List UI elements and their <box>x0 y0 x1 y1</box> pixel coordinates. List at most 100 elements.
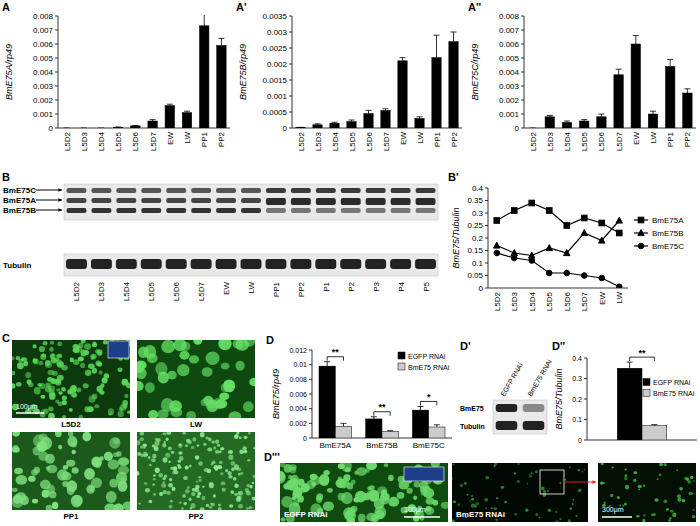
nucleus <box>219 461 223 464</box>
y-tick-label: 0.004 <box>499 68 520 77</box>
arrow-head <box>58 188 62 191</box>
band <box>366 198 386 205</box>
nucleus <box>682 499 686 503</box>
nucleus <box>355 491 366 503</box>
y-tick <box>485 238 488 239</box>
nucleus <box>181 507 184 510</box>
bar <box>665 66 674 128</box>
nucleus <box>457 503 460 506</box>
marker <box>616 284 622 288</box>
nucleus <box>197 491 201 495</box>
x-tick-label: L5D5 <box>114 131 123 151</box>
nucleus <box>211 503 215 507</box>
nucleus <box>336 479 346 488</box>
nucleus <box>453 501 456 504</box>
y-tick-label: 0.35 <box>467 196 483 205</box>
y-tick-label: 0.005 <box>499 54 520 63</box>
bar <box>148 121 157 128</box>
x-tick-label: PP2 <box>450 131 459 147</box>
image-label: BmE75 RNAi <box>456 510 505 519</box>
nucleus <box>168 461 171 463</box>
panel-letter: A <box>2 1 10 13</box>
legend-label: BmE75B <box>652 229 684 238</box>
nucleus <box>221 383 231 393</box>
y-tick-label: 0.003 <box>267 28 288 37</box>
nucleus <box>601 463 604 465</box>
nucleus <box>504 501 507 503</box>
nucleus <box>151 458 156 462</box>
nucleus <box>17 362 24 369</box>
error-bar <box>417 117 423 119</box>
y-tick <box>521 72 524 73</box>
nucleus <box>253 474 255 478</box>
band <box>91 198 111 203</box>
y-tick-label: 0.003 <box>33 82 54 91</box>
nucleus <box>287 481 299 491</box>
y-tick <box>521 86 524 87</box>
error-bar <box>451 32 457 42</box>
nucleus <box>384 463 389 467</box>
nucleus <box>62 395 67 400</box>
x-tick-label: L5D3 <box>510 291 519 311</box>
band <box>391 188 411 193</box>
nucleus <box>495 519 498 521</box>
nucleus <box>43 341 48 345</box>
y-tick <box>309 423 312 424</box>
band <box>341 208 361 213</box>
nucleus <box>548 509 551 512</box>
nucleus <box>471 495 473 497</box>
lane-label: P3 <box>372 281 381 291</box>
bar <box>449 42 458 128</box>
nucleus <box>584 469 586 471</box>
error-bar <box>650 111 656 114</box>
nucleus <box>152 483 155 485</box>
nucleus <box>62 481 68 487</box>
x-tick-label: LW <box>615 292 624 304</box>
band <box>166 198 186 203</box>
bar <box>398 61 407 128</box>
band <box>166 188 186 193</box>
nucleus <box>406 488 412 494</box>
nucleus <box>62 415 66 418</box>
nucleus <box>316 496 322 503</box>
nucleus <box>684 477 688 480</box>
nucleus <box>201 496 205 500</box>
y-axis-title: BmE75C/rp49 <box>470 44 480 101</box>
nucleus <box>527 483 529 485</box>
nucleus <box>153 474 156 476</box>
nucleus <box>57 342 62 347</box>
band-label: BmE75B <box>3 206 36 215</box>
nucleus <box>248 432 251 435</box>
band <box>390 259 411 269</box>
band <box>316 198 336 205</box>
band <box>416 198 436 205</box>
nucleus <box>617 496 620 499</box>
x-tick-label: L5D4 <box>331 131 340 151</box>
x-tick-label: L5D7 <box>615 131 624 151</box>
bar <box>631 44 640 128</box>
band <box>66 259 87 269</box>
y-tick-label: 0.25 <box>467 221 483 230</box>
y-tick <box>55 100 58 101</box>
nucleus <box>183 502 187 505</box>
nucleus <box>152 454 156 459</box>
band <box>141 208 161 213</box>
line <box>497 203 620 233</box>
nucleus <box>202 367 213 377</box>
band <box>216 198 236 203</box>
y-tick <box>289 64 292 65</box>
nucleus <box>464 482 467 485</box>
y-tick <box>289 16 292 17</box>
significance-label: ** <box>638 348 646 358</box>
nucleus <box>206 351 220 365</box>
error-bar <box>115 127 121 128</box>
nucleus <box>624 476 628 480</box>
x-tick-label: PP1 <box>200 131 209 147</box>
error-bar <box>167 104 173 105</box>
marker <box>564 250 570 256</box>
blot <box>64 184 438 220</box>
nucleus <box>140 454 143 458</box>
error-bar <box>667 59 673 66</box>
y-tick <box>309 408 312 409</box>
band <box>66 208 86 213</box>
